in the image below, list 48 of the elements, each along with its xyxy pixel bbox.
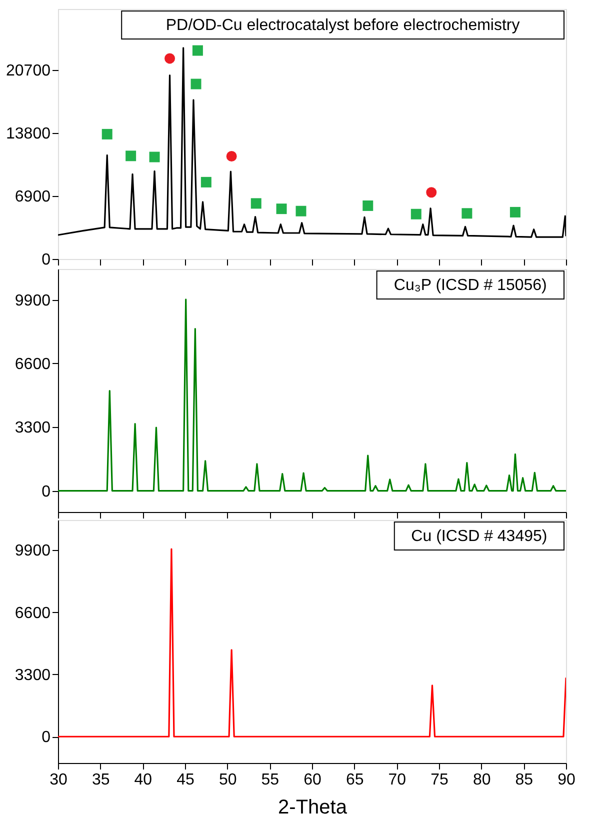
y-tick-label: 6600 [14,604,51,622]
x-tick-label: 65 [346,772,364,788]
x-tick-label: 70 [388,772,406,788]
y-tick-label: 3300 [14,666,51,684]
point [296,206,306,216]
point [126,150,136,162]
x-tick-label: 50 [218,772,237,788]
point [149,152,160,162]
text: Cu (ICSD # 43495) [411,528,548,545]
x-tick-label: 85 [515,772,534,788]
x-tick-label: 45 [176,772,194,788]
x-tick-label: 35 [92,772,110,788]
x-tick-label: 90 [558,772,576,788]
y-tick-label: 0 [42,483,51,500]
text: Cu₃P (ICSD # 15056) [394,277,547,294]
x-axis-title: 2-Theta [278,796,348,818]
point [510,206,520,218]
point [410,208,422,220]
x-tick-label: 40 [134,772,152,788]
x-tick-label: 30 [50,772,68,788]
line-series [58,548,566,738]
x-tick-label: 60 [304,772,322,788]
y-tick-label: 3300 [14,420,51,437]
y-tick-label: 0 [42,252,51,268]
x-tick-label: 55 [261,772,280,788]
y-tick-label: 9900 [14,542,51,560]
point [426,187,437,198]
point [200,176,212,188]
y-tick-label: 9900 [14,292,51,310]
point [462,208,472,219]
point [226,151,237,162]
point [276,204,287,214]
point [190,78,202,90]
point [362,200,374,211]
y-tick-label: 6900 [14,188,51,206]
x-tick-label: 80 [472,772,491,788]
y-tick-label: 13800 [6,126,51,143]
point [102,128,112,140]
point [164,53,176,64]
text: PD/OD-Cu electrocatalyst before electrochemistry [166,17,520,34]
point [250,198,262,209]
y-tick-label: 20700 [6,62,51,80]
point [192,45,203,56]
x-tick-label: 75 [430,772,448,788]
y-tick-label: 0 [42,729,51,746]
line-series [58,47,566,238]
line-series [58,298,566,492]
y-tick-label: 6600 [14,356,51,373]
